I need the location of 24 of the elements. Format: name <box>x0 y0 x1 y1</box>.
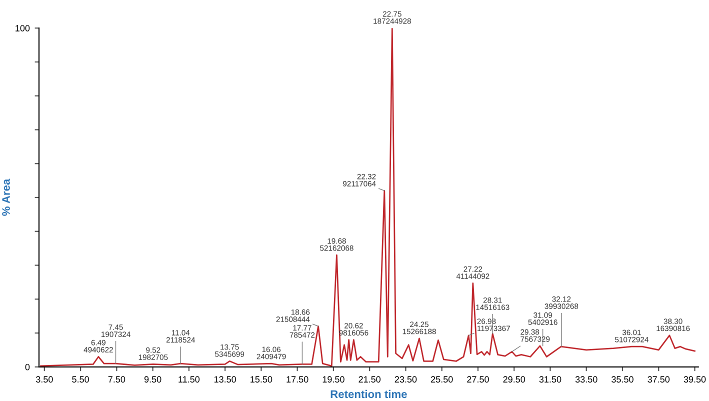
x-tick-label: 25.50 <box>431 376 453 383</box>
x-tick-label: 27.50 <box>467 376 489 383</box>
x-tick-label: 13.50 <box>214 376 236 383</box>
x-tick-label: 29.50 <box>503 376 526 383</box>
x-tick-label: 31.50 <box>539 376 562 383</box>
x-tick-label: 37.50 <box>648 376 670 383</box>
x-tick-label: 3.50 <box>36 376 53 383</box>
x-tick-label: 11.50 <box>178 376 200 383</box>
x-tick-label: 23.50 <box>394 376 417 383</box>
y-tick-label: 100 <box>16 25 30 32</box>
x-tick-label: 21.50 <box>358 376 381 383</box>
x-tick-label: 17.50 <box>286 376 308 383</box>
x-tick-label: 5.50 <box>72 376 89 383</box>
line-series <box>40 28 696 367</box>
y-axis-title: % Area <box>2 178 10 216</box>
x-tick-label: 9.50 <box>144 376 162 383</box>
x-tick-label: 35.50 <box>612 376 634 383</box>
x-tick-label: 19.50 <box>322 376 344 383</box>
y-tick-label: 0 <box>25 364 30 370</box>
x-tick-label: 33.50 <box>575 376 598 383</box>
x-axis-title: Retention time <box>330 390 407 398</box>
x-tick-label: 7.50 <box>108 376 126 383</box>
x-tick-label: 15.50 <box>250 376 272 383</box>
x-tick-label: 39.50 <box>684 376 706 383</box>
